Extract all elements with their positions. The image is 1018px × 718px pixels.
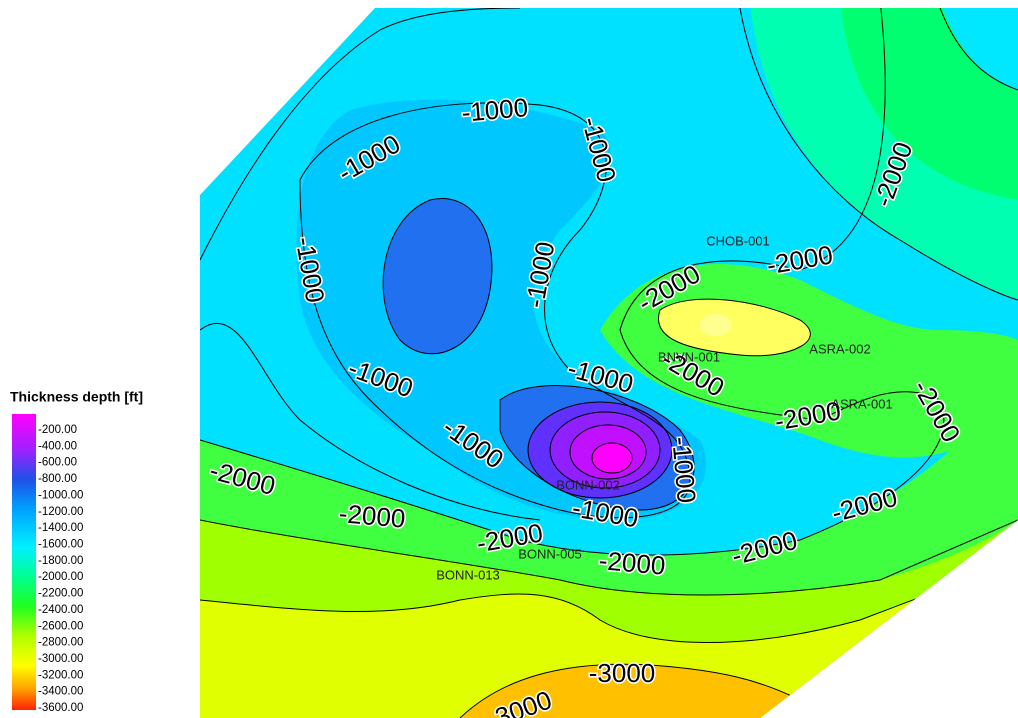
- contour-label: -1000: [666, 435, 702, 504]
- legend-label: -2200.00: [38, 588, 83, 600]
- legend-label: -2600.00: [38, 620, 83, 632]
- legend-label: -3200.00: [38, 669, 83, 681]
- contour-label: -1000: [460, 92, 529, 128]
- legend-label: -2800.00: [38, 637, 83, 649]
- legend: Thickness depth [ft] -200.00 -400.00 -600.…: [10, 389, 143, 714]
- well-label: BONN-005: [518, 546, 582, 561]
- legend-label: -2400.00: [38, 604, 83, 616]
- legend-label: -3600.00: [38, 702, 83, 714]
- contour-label: -2000: [772, 395, 843, 436]
- well-label: BNVN-001: [658, 349, 720, 364]
- legend-label: -3400.00: [38, 686, 83, 698]
- well-label: BONN-013: [436, 567, 500, 582]
- legend-label: -1200.00: [38, 506, 83, 518]
- legend-label: -600.00: [38, 457, 77, 469]
- contour-lines: [200, 8, 1018, 718]
- well-label: CHOB-001: [706, 233, 770, 248]
- legend-label: -400.00: [38, 440, 77, 452]
- legend-label: -3000.00: [38, 653, 83, 665]
- legend-label: -200.00: [38, 424, 77, 436]
- legend-label: -800.00: [38, 473, 77, 485]
- legend-label: -1000.00: [38, 489, 83, 501]
- well-label: ASRA-002: [809, 341, 870, 356]
- well-label: BONN-002: [556, 477, 620, 492]
- legend-label: -1600.00: [38, 539, 83, 551]
- legend-label: -2000.00: [38, 571, 83, 583]
- legend-label: -1800.00: [38, 555, 83, 567]
- legend-title: Thickness depth [ft]: [10, 389, 143, 405]
- contour-label: -2000: [338, 498, 407, 534]
- color-bar: [12, 414, 36, 710]
- legend-label: -1400.00: [38, 522, 83, 534]
- contour-map: [200, 8, 1018, 718]
- wells: CHOB-001 ASRA-002 BNVN-001 ASRA-001 BONN…: [436, 233, 893, 582]
- well-label: ASRA-001: [831, 396, 892, 411]
- contour-label: -2000: [598, 545, 667, 581]
- contour-label: -3000: [589, 658, 656, 688]
- legend-labels: -200.00 -400.00 -600.00 -800.00 -1000.00 -120…: [38, 424, 83, 714]
